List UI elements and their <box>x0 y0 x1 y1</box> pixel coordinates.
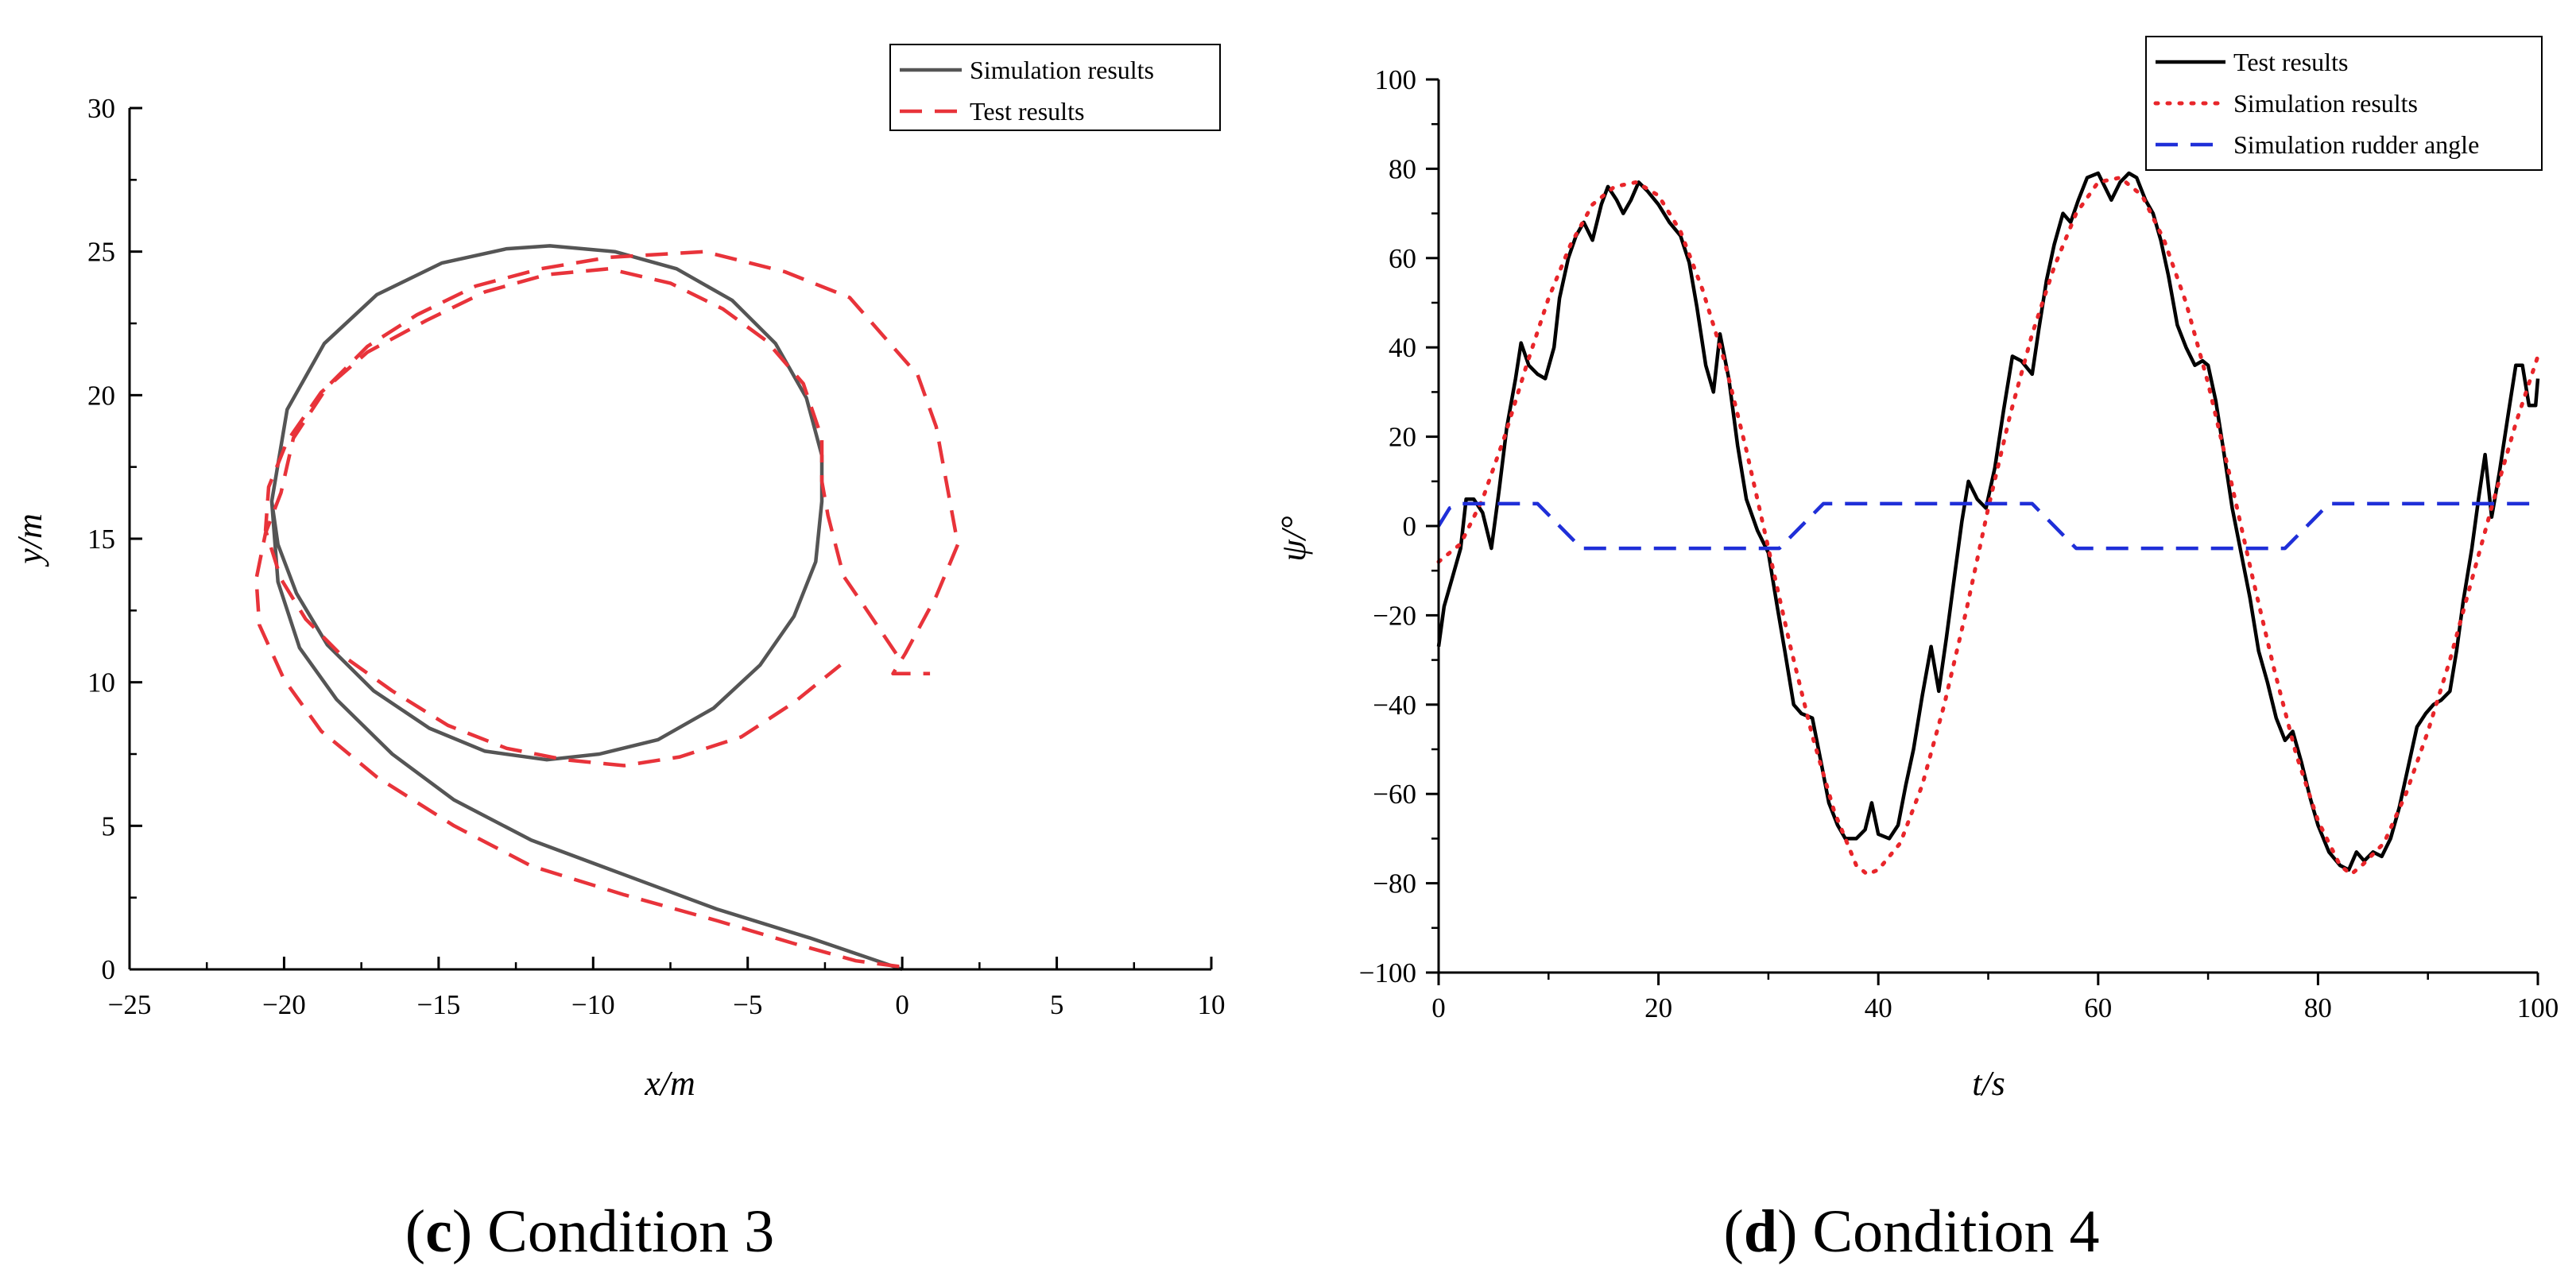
panel-d-y-tick-label: 100 <box>1375 64 1417 95</box>
panel-c-trajectory-chart: −25 −20 −15 −10 −5 0 5 10 0 5 10 15 20 25 30 Simulatio… <box>10 44 1226 1265</box>
panel-c-legend: Simulation results Test results <box>889 44 1221 131</box>
panel-c-y-tick-label: 20 <box>87 380 115 411</box>
panel-c-series-0-line <box>269 244 903 972</box>
panel-d-legend-box <box>2145 36 2543 171</box>
panel-c-caption: (c) Condition 3 <box>405 1198 774 1265</box>
panel-d-x-tick-label: 80 <box>2304 992 2332 1023</box>
panel-d-heading-chart: 0 20 40 60 80 100 −100 −80 −60 −40 −20 0 20 40 60 80 100… <box>1274 36 2559 1265</box>
panel-c-x-tick-label: −20 <box>262 989 306 1020</box>
panel-c-x-tick-label: 5 <box>1050 989 1064 1020</box>
panel-d-x-tick-label: 20 <box>1644 992 1672 1023</box>
panel-c-x-axis-title: x/m <box>644 1064 695 1103</box>
panel-c-series-1-line <box>254 249 960 969</box>
panel-d-caption: (d) Condition 4 <box>1724 1198 2100 1265</box>
panel-d-caption-text: Condition 4 <box>1812 1198 2099 1265</box>
panel-c-x-tick-label: −10 <box>571 989 615 1020</box>
panel-d-legend-label: Simulation results <box>2233 89 2418 118</box>
panel-c-y-tick-label: 25 <box>87 237 115 268</box>
panel-c-y-tick-label: 0 <box>102 954 116 985</box>
panel-c-y-tick-label: 10 <box>87 667 115 698</box>
panel-c-legend-label: Test results <box>970 97 1084 126</box>
panel-d-y-tick-label: 20 <box>1389 422 1416 453</box>
panel-d-x-tick-label: 60 <box>2084 992 2112 1023</box>
panel-c-caption-text: Condition 3 <box>487 1198 774 1265</box>
panel-d-y-tick-label: 60 <box>1389 243 1416 274</box>
panel-c-axes: −25 −20 −15 −10 −5 0 5 10 0 5 10 15 20 25 30 <box>87 93 1226 1020</box>
panel-c-caption-letter: c <box>425 1198 452 1265</box>
panel-c-legend-box <box>889 44 1221 131</box>
panel-d-series-layer <box>1436 171 2540 876</box>
panel-d-axes: 0 20 40 60 80 100 −100 −80 −60 −40 −20 0 20 40 60 80 100 <box>1359 64 2559 1023</box>
panel-d-x-tick-label: 40 <box>1865 992 1892 1023</box>
panel-c-x-tick-label: −15 <box>416 989 460 1020</box>
panel-c-y-tick-label: 5 <box>102 810 116 841</box>
panel-c-y-tick-label: 30 <box>87 93 115 124</box>
panel-d-legend: Test results Simulation results Simulation… <box>2145 36 2543 171</box>
panel-d-legend-label: Simulation rudder angle <box>2233 130 2479 159</box>
panel-d-x-tick-label: 100 <box>2517 992 2559 1023</box>
panel-d-y-axis-title: ψ/° <box>1274 516 1313 561</box>
panel-c-x-tick-label: −5 <box>733 989 762 1020</box>
panel-d-y-tick-label: 40 <box>1389 332 1416 363</box>
panel-d-caption-letter: d <box>1744 1198 1777 1265</box>
panel-d-y-tick-label: −20 <box>1373 600 1416 631</box>
panel-d-y-tick-label: −80 <box>1373 868 1416 899</box>
panel-d-y-tick-label: 80 <box>1389 153 1416 184</box>
panel-d-x-tick-label: 0 <box>1431 992 1446 1023</box>
panel-c-x-tick-label: 0 <box>895 989 909 1020</box>
panel-c-y-axis-title: y/m <box>10 513 49 567</box>
panel-d-y-tick-label: −40 <box>1373 690 1416 721</box>
panel-d-series-2-line <box>1437 501 2538 551</box>
panel-d-y-tick-label: −100 <box>1359 957 1416 988</box>
panel-d-x-axis-title: t/s <box>1972 1064 2005 1103</box>
panel-c-x-tick-label: 10 <box>1198 989 1226 1020</box>
panel-d-series-0-line <box>1436 171 2540 872</box>
panel-d-y-tick-label: 0 <box>1403 511 1417 542</box>
panel-c-x-tick-label: −25 <box>108 989 152 1020</box>
panel-d-legend-label: Test results <box>2233 48 2348 76</box>
panel-c-y-tick-label: 15 <box>87 524 115 555</box>
panel-d-y-tick-label: −60 <box>1373 779 1416 810</box>
panel-d-series-1-line <box>1436 176 2540 876</box>
panel-c-legend-label: Simulation results <box>970 56 1154 84</box>
panel-c-series-2-line <box>263 267 898 768</box>
panel-c-series-layer <box>254 244 960 972</box>
